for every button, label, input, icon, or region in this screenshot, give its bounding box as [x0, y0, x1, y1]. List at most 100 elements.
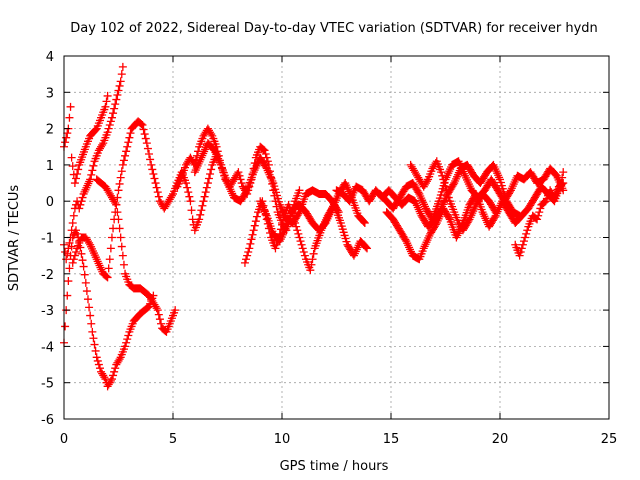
data-point [183, 183, 192, 192]
data-point [278, 220, 286, 229]
data-point [157, 319, 166, 328]
axis-ticks [63, 55, 610, 420]
data-point [126, 129, 135, 138]
data-point [533, 215, 542, 224]
data-point [115, 355, 124, 364]
data-point [306, 266, 315, 275]
data-point [261, 162, 270, 171]
data-points [60, 62, 568, 391]
data-point [89, 161, 98, 170]
data-point [536, 204, 545, 213]
data-point [87, 170, 96, 179]
data-point [444, 213, 453, 222]
data-point [522, 229, 531, 238]
data-point [93, 356, 102, 365]
data-point [490, 213, 499, 222]
data-point [111, 100, 120, 109]
data-point [137, 120, 146, 129]
data-point [79, 262, 88, 271]
data-point [444, 193, 453, 202]
data-point [67, 153, 76, 162]
y-axis-label: SDTVAR / TECUs [7, 185, 22, 292]
data-point [153, 188, 162, 197]
data-point [505, 187, 514, 196]
data-point [148, 165, 157, 174]
data-point [78, 193, 87, 202]
data-point [152, 304, 161, 313]
chart-title: Day 102 of 2022, Sidereal Day-to-day VTE… [70, 21, 598, 36]
data-point [143, 144, 152, 153]
data-point [442, 186, 451, 195]
data-point [102, 272, 111, 281]
data-point [491, 208, 500, 217]
data-point [237, 179, 246, 188]
data-point [125, 133, 134, 142]
data-point [141, 134, 150, 143]
data-point [71, 174, 80, 183]
series-track-5 [68, 117, 221, 282]
data-point [490, 206, 499, 215]
data-point [360, 218, 369, 227]
data-point [249, 226, 258, 235]
data-point [112, 95, 121, 104]
data-point [65, 113, 74, 122]
data-point [70, 251, 79, 260]
data-point [103, 273, 112, 282]
data-point [104, 124, 113, 133]
data-point [150, 174, 159, 183]
data-point [517, 244, 526, 253]
data-point [143, 304, 152, 313]
data-point [414, 188, 423, 197]
data-point [116, 77, 125, 86]
data-point [71, 248, 80, 257]
data-point [121, 342, 130, 351]
data-point [559, 168, 568, 177]
data-point [73, 169, 82, 178]
y-tick-label: 0 [46, 195, 54, 210]
data-point [245, 244, 254, 253]
data-point [252, 212, 261, 221]
data-point [119, 260, 128, 269]
y-tick-label: -4 [41, 340, 54, 355]
data-point [197, 206, 206, 215]
data-point [519, 237, 528, 246]
data-point [113, 91, 122, 100]
data-point [307, 260, 316, 269]
data-point [293, 226, 302, 235]
data-point [110, 215, 119, 224]
data-point [63, 129, 72, 138]
data-point [111, 208, 120, 217]
data-point [242, 187, 251, 196]
data-point [558, 179, 567, 188]
data-point [110, 367, 119, 376]
data-point [203, 179, 212, 188]
data-point [77, 197, 86, 206]
data-point [200, 192, 209, 201]
data-point [196, 210, 205, 219]
y-tick-label: -5 [41, 377, 54, 392]
data-point [401, 235, 410, 244]
data-point [247, 235, 256, 244]
data-point [443, 189, 452, 198]
data-point [87, 319, 96, 328]
y-tick-label: 4 [46, 50, 54, 65]
data-point [68, 218, 77, 227]
data-point [114, 86, 123, 95]
data-point [103, 128, 112, 137]
data-point [199, 197, 208, 206]
data-point [123, 335, 132, 344]
data-point [204, 174, 213, 183]
data-point [206, 169, 215, 178]
data-point [100, 373, 109, 382]
data-point [235, 171, 244, 180]
data-point [295, 233, 304, 242]
data-point [67, 242, 76, 251]
data-point [105, 255, 114, 264]
data-point [68, 258, 77, 267]
data-point [431, 220, 440, 229]
data-point [182, 179, 191, 188]
data-point [106, 117, 115, 126]
data-point [187, 206, 196, 215]
data-point [123, 142, 132, 151]
